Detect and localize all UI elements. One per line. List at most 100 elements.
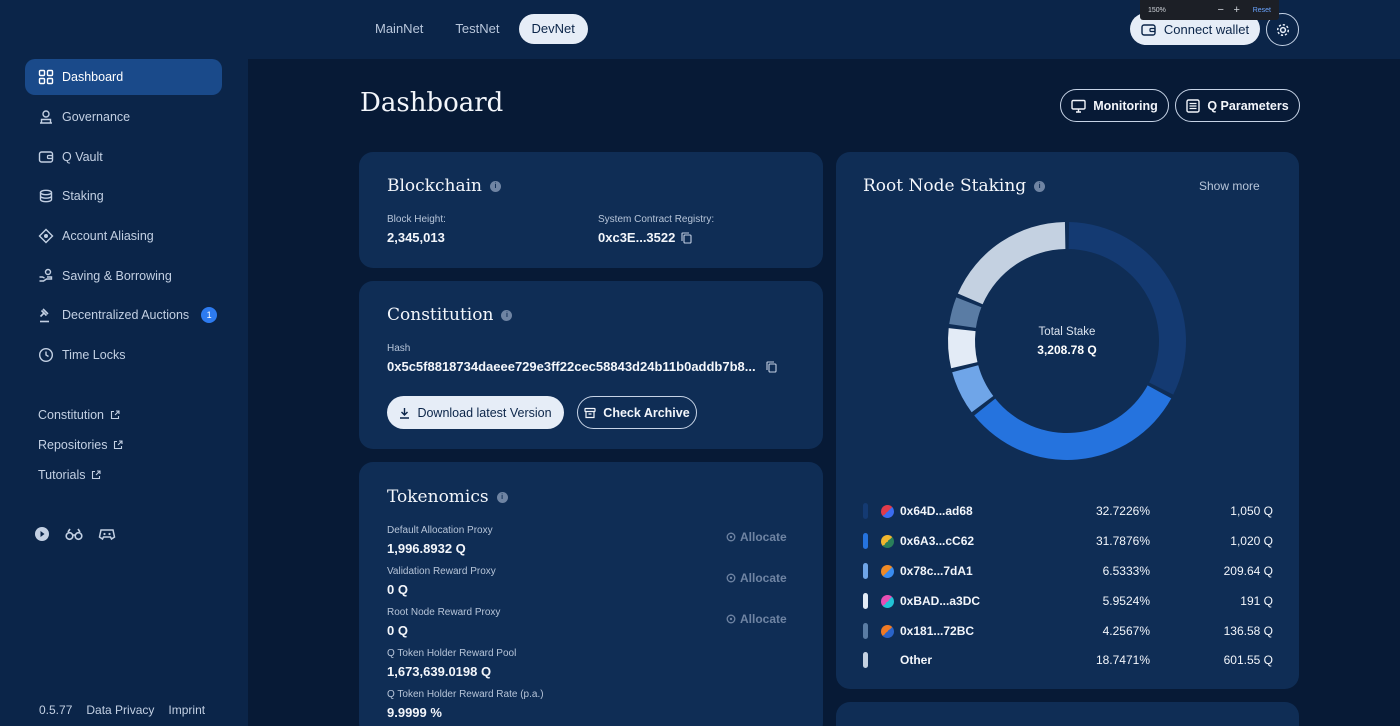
block-height-text: 2,345,013 bbox=[387, 230, 445, 245]
zoom-in-button[interactable]: + bbox=[1233, 4, 1240, 16]
link-constitution[interactable]: Constitution bbox=[38, 408, 120, 422]
legend-address: 0x181...72BC bbox=[900, 624, 975, 638]
donut-slice-3[interactable] bbox=[952, 365, 994, 413]
info-icon[interactable]: i bbox=[501, 309, 513, 321]
monitoring-button[interactable]: Monitoring bbox=[1060, 89, 1169, 122]
legend-swatch bbox=[863, 652, 868, 668]
donut-slice-1[interactable] bbox=[1068, 222, 1186, 395]
info-icon[interactable]: i bbox=[489, 180, 501, 192]
donut-slice-4[interactable] bbox=[948, 328, 978, 369]
legend-amount: 209.64 Q bbox=[1223, 564, 1273, 578]
token-row-label: Default Allocation Proxy bbox=[387, 525, 493, 536]
address-avatar-icon bbox=[881, 624, 894, 638]
allocate-button[interactable]: Allocate bbox=[726, 612, 787, 626]
sidebar-item-q-vault[interactable]: Q Vault bbox=[25, 139, 222, 175]
binoculars-icon[interactable] bbox=[64, 524, 84, 544]
registry-value: 0xc3E...3522 bbox=[598, 230, 692, 245]
info-icon[interactable]: i bbox=[1034, 180, 1046, 192]
legend-row[interactable]: Other 18.7471% 601.55 Q bbox=[863, 650, 1273, 670]
governance-icon bbox=[40, 110, 52, 124]
legend-row[interactable]: 0x181...72BC 4.2567% 136.58 Q bbox=[863, 621, 1273, 641]
download-latest-version-button[interactable]: Download latest Version bbox=[387, 396, 564, 429]
sidebar-item-staking[interactable]: Staking bbox=[25, 178, 222, 214]
registry-address: 0xc3E...3522 bbox=[598, 230, 676, 245]
address-avatar-icon bbox=[881, 654, 894, 667]
play-icon[interactable] bbox=[32, 524, 52, 544]
hash-value: 0x5c5f8818734daeee729e3ff22cec58843d24b1… bbox=[387, 359, 777, 374]
copy-icon[interactable] bbox=[766, 360, 777, 373]
sidebar-item-label: Staking bbox=[62, 189, 104, 203]
token-row-label: Root Node Reward Proxy bbox=[387, 607, 501, 618]
sidebar-item-label: Q Vault bbox=[62, 150, 103, 164]
sidebar-item-time-locks[interactable]: Time Locks bbox=[25, 337, 222, 373]
legend-percent: 5.9524% bbox=[1102, 594, 1150, 608]
legend-amount: 136.58 Q bbox=[1223, 624, 1273, 638]
zoom-out-button[interactable]: − bbox=[1217, 4, 1224, 16]
data-privacy-link[interactable]: Data Privacy bbox=[86, 703, 155, 717]
token-value-text: 0 Q bbox=[387, 582, 408, 597]
donut-slice-5[interactable] bbox=[949, 297, 982, 328]
blockchain-title-text: Blockchain bbox=[387, 176, 482, 196]
block-height-label: Block Height: bbox=[387, 214, 446, 225]
allocate-icon bbox=[726, 573, 736, 583]
link-tutorials[interactable]: Tutorials bbox=[38, 468, 102, 482]
zoom-reset-button[interactable]: Reset bbox=[1252, 6, 1271, 14]
allocate-button[interactable]: Allocate bbox=[726, 571, 787, 585]
link-repositories[interactable]: Repositories bbox=[38, 438, 124, 452]
archive-icon bbox=[584, 407, 596, 418]
legend-address: 0xBAD...a3DC bbox=[900, 594, 981, 608]
donut-slice-6[interactable] bbox=[957, 222, 1066, 305]
token-row-value: 1,673,639.0198 Q bbox=[387, 664, 491, 679]
tokenomics-title-text: Tokenomics bbox=[387, 487, 489, 507]
token-row-value: 9.9999 % bbox=[387, 705, 442, 720]
legend-percent: 6.5333% bbox=[1102, 564, 1150, 578]
legend-swatch bbox=[863, 563, 868, 579]
legend-address: Other bbox=[900, 653, 933, 667]
legend-amount: 601.55 Q bbox=[1223, 653, 1273, 667]
sidebar-item-label: Time Locks bbox=[62, 348, 126, 362]
tab-testnet[interactable]: TestNet bbox=[455, 21, 500, 36]
check-archive-button[interactable]: Check Archive bbox=[577, 396, 697, 429]
token-row-value: 0 Q bbox=[387, 623, 408, 638]
tab-mainnet[interactable]: MainNet bbox=[375, 21, 424, 36]
saving-icon bbox=[39, 268, 53, 282]
download-label: Download latest Version bbox=[417, 405, 552, 420]
blockchain-title: Blockchain i bbox=[387, 176, 501, 196]
token-row-label: Q Token Holder Reward Rate (p.a.) bbox=[387, 689, 544, 700]
legend-row[interactable]: 0x6A3...cC62 31.7876% 1,020 Q bbox=[863, 531, 1273, 551]
tokenomics-title: Tokenomics i bbox=[387, 487, 508, 507]
sidebar-item-governance[interactable]: Governance bbox=[25, 99, 222, 135]
constitution-title-text: Constitution bbox=[387, 305, 494, 325]
copy-icon[interactable] bbox=[681, 231, 692, 244]
hash-label: Hash bbox=[387, 343, 411, 354]
allocate-button[interactable]: Allocate bbox=[726, 530, 787, 544]
info-icon[interactable]: i bbox=[496, 491, 508, 503]
donut-slice-2[interactable] bbox=[974, 385, 1172, 460]
q-parameters-label: Q Parameters bbox=[1207, 98, 1289, 113]
legend-address: 0x78c...7dA1 bbox=[900, 564, 973, 578]
tab-devnet[interactable]: DevNet bbox=[518, 14, 588, 44]
discord-icon[interactable] bbox=[97, 524, 117, 544]
show-more-link[interactable]: Show more bbox=[1199, 179, 1260, 193]
legend-percent: 31.7876% bbox=[1095, 534, 1150, 548]
legend-amount: 1,050 Q bbox=[1230, 504, 1273, 518]
allocate-icon bbox=[726, 614, 736, 624]
token-row-label: Validation Reward Proxy bbox=[387, 566, 496, 577]
imprint-link[interactable]: Imprint bbox=[168, 703, 206, 717]
legend-row[interactable]: 0xBAD...a3DC 5.9524% 191 Q bbox=[863, 591, 1273, 611]
settings-button[interactable] bbox=[1266, 13, 1299, 46]
stake-donut-chart bbox=[948, 222, 1186, 460]
sidebar-footer: 0.5.77 Data Privacy Imprint bbox=[39, 703, 205, 717]
sidebar-item-account-aliasing[interactable]: Account Aliasing bbox=[25, 218, 222, 254]
legend-row[interactable]: 0x78c...7dA1 6.5333% 209.64 Q bbox=[863, 561, 1273, 581]
q-parameters-button[interactable]: Q Parameters bbox=[1175, 89, 1300, 122]
sidebar-item-dashboard[interactable]: Dashboard bbox=[25, 59, 222, 95]
sidebar-item-saving-borrowing[interactable]: Saving & Borrowing bbox=[25, 258, 222, 294]
sidebar-item-decentralized-auctions[interactable]: Decentralized Auctions 1 bbox=[25, 297, 222, 333]
token-row-label: Q Token Holder Reward Pool bbox=[387, 648, 517, 659]
auctions-count-badge: 1 bbox=[201, 307, 218, 323]
version-label: 0.5.77 bbox=[39, 703, 73, 717]
legend-row[interactable]: 0x64D...ad68 32.7226% 1,050 Q bbox=[863, 501, 1273, 521]
tokenomics-card bbox=[359, 462, 823, 726]
address-avatar-icon bbox=[881, 564, 894, 578]
